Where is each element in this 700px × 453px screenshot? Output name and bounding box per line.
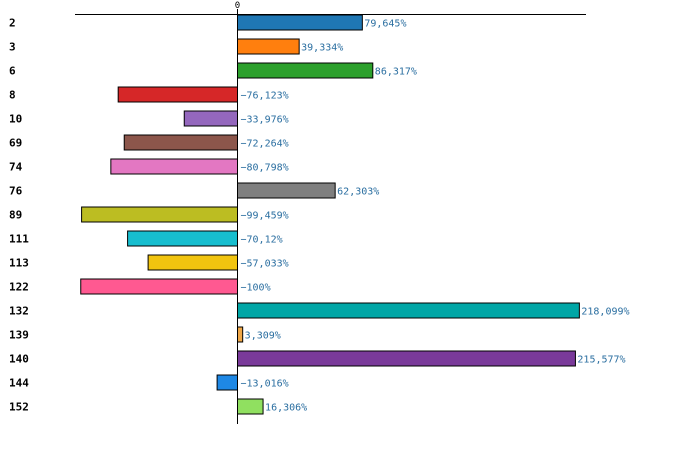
category-label-122: 122: [9, 281, 29, 294]
category-label-8: 8: [9, 89, 16, 102]
value-label-6: 86,317%: [375, 67, 417, 78]
category-label-140: 140: [9, 353, 29, 366]
category-label-3: 3: [9, 41, 16, 54]
category-label-144: 144: [9, 377, 29, 390]
category-label-76: 76: [9, 185, 23, 198]
category-label-132: 132: [9, 305, 29, 318]
bar-74: [110, 158, 238, 175]
bar-10: [183, 110, 238, 127]
value-label-2: 79,645%: [364, 19, 406, 30]
bar-132: [237, 302, 580, 319]
value-label-74: −80,798%: [241, 163, 289, 174]
value-label-10: −33,976%: [241, 115, 289, 126]
value-label-140: 215,577%: [577, 355, 625, 366]
bar-140: [237, 350, 576, 367]
bar-113: [147, 254, 238, 271]
value-label-69: −72,264%: [241, 139, 289, 150]
bar-6: [237, 62, 374, 79]
value-label-152: 16,306%: [265, 403, 307, 414]
bar-122: [80, 278, 238, 295]
bar-8: [117, 86, 238, 103]
bars-group: 2 79,645% 3 39,334% 6 86,317% 8 −76,123% 10 −33,9…: [9, 14, 630, 415]
value-label-89: −99,459%: [241, 211, 289, 222]
zero-tick-label: 0: [235, 1, 240, 11]
bar-144: [216, 374, 239, 391]
category-label-89: 89: [9, 209, 22, 222]
bar-152: [237, 398, 264, 415]
category-label-111: 111: [9, 233, 29, 246]
value-label-3: 39,334%: [301, 43, 343, 54]
value-label-111: −70,12%: [241, 235, 283, 246]
bar-89: [81, 206, 238, 223]
category-label-113: 113: [9, 257, 29, 270]
category-label-10: 10: [9, 113, 22, 126]
category-label-152: 152: [9, 401, 29, 414]
category-label-139: 139: [9, 329, 29, 342]
value-label-132: 218,099%: [581, 307, 629, 318]
value-label-113: −57,033%: [241, 259, 289, 270]
bar-139: [237, 326, 244, 343]
value-label-76: 62,303%: [337, 187, 379, 198]
category-label-6: 6: [9, 65, 16, 78]
bar-3: [237, 38, 300, 55]
bar-2: [237, 14, 363, 31]
bar-69: [123, 134, 238, 151]
category-label-2: 2: [9, 17, 16, 30]
bar-76: [237, 182, 336, 199]
value-label-8: −76,123%: [241, 91, 289, 102]
bar-111: [127, 230, 238, 247]
value-label-139: 3,309%: [245, 331, 281, 342]
category-label-69: 69: [9, 137, 22, 150]
category-label-74: 74: [9, 161, 23, 174]
value-label-144: −13,016%: [241, 379, 289, 390]
value-label-122: −100%: [241, 283, 271, 294]
